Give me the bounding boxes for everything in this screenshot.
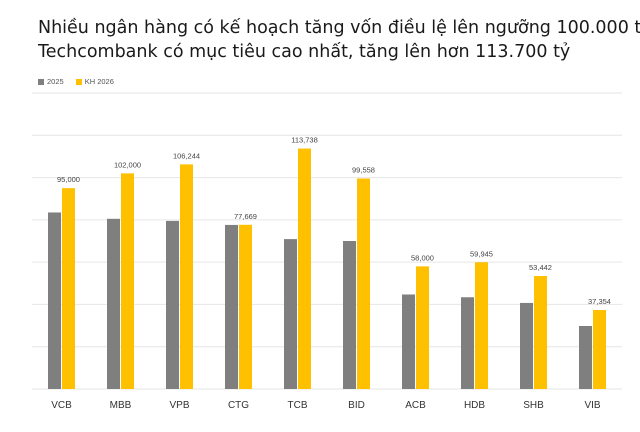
value-label-bid: 99,558 [352, 166, 375, 175]
category-label-vib: VIB [584, 400, 600, 411]
category-label-hdb: HDB [464, 400, 485, 411]
value-label-shb: 53,442 [529, 263, 552, 272]
legend-swatch-kh2026 [75, 78, 82, 85]
bar-kh-2026-shb [534, 276, 547, 389]
bar-kh-2026-acb [416, 266, 429, 389]
value-labels: 95,000 102,000 106,244 77,669 113,738 99,558 5… [57, 136, 611, 306]
bar-2025-mbb [107, 218, 120, 389]
value-label-vib: 37,354 [588, 297, 611, 306]
bar-2025-ctg [225, 224, 238, 389]
category-label-vcb: VCB [51, 400, 72, 411]
category-label-ctg: CTG [228, 400, 249, 411]
value-label-vpb: 106,244 [173, 151, 200, 160]
bar-2025-vpb [166, 220, 179, 389]
legend-label-2025: 2025 [47, 77, 64, 86]
bar-kh-2026-tcb [298, 148, 311, 389]
bar-2025-tcb [284, 239, 297, 389]
bar-2025-shb [520, 302, 533, 389]
category-label-tcb: TCB [288, 400, 308, 411]
value-label-ctg: 77,669 [234, 212, 257, 221]
category-label-acb: ACB [405, 400, 426, 411]
bar-2025-acb [402, 294, 415, 389]
bars [48, 148, 606, 389]
bar-kh-2026-mbb [121, 173, 134, 389]
category-label-shb: SHB [523, 400, 544, 411]
grid-lines [32, 92, 622, 390]
bar-kh-2026-hdb [475, 262, 488, 389]
bar-2025-bid [343, 241, 356, 389]
bar-2025-hdb [461, 297, 474, 389]
bar-kh-2026-vib [593, 310, 606, 389]
bar-2025-vcb [48, 212, 61, 389]
value-label-mbb: 102,000 [114, 160, 141, 169]
value-label-tcb: 113,738 [291, 136, 318, 145]
bar-kh-2026-vpb [180, 164, 193, 389]
bar-kh-2026-vcb [62, 188, 75, 389]
value-label-vcb: 95,000 [57, 175, 80, 184]
chart-legend: 2025 KH 2026 [38, 77, 114, 86]
category-labels: VCB MBB VPB CTG TCB BID ACB HDB SHB VIB [51, 400, 601, 411]
category-label-vpb: VPB [169, 400, 189, 411]
title-line-2: Techcombank có mục tiêu cao nhất, tăng l… [38, 42, 571, 62]
chart-title: Nhiều ngân hàng có kế hoạch tăng vốn điề… [38, 16, 640, 64]
category-label-mbb: MBB [110, 400, 132, 411]
value-label-acb: 58,000 [411, 253, 434, 262]
category-label-bid: BID [348, 400, 365, 411]
legend-item-kh2026: KH 2026 [75, 77, 114, 86]
title-line-1: Nhiều ngân hàng có kế hoạch tăng vốn điề… [38, 18, 640, 38]
bar-2025-vib [579, 325, 592, 389]
value-label-hdb: 59,945 [470, 249, 493, 258]
legend-swatch-2025 [38, 78, 44, 85]
bar-kh-2026-bid [357, 178, 370, 389]
bar-kh-2026-ctg [239, 224, 252, 389]
legend-label-kh2026: KH 2026 [84, 77, 114, 86]
legend-item-2025: 2025 [38, 77, 64, 86]
